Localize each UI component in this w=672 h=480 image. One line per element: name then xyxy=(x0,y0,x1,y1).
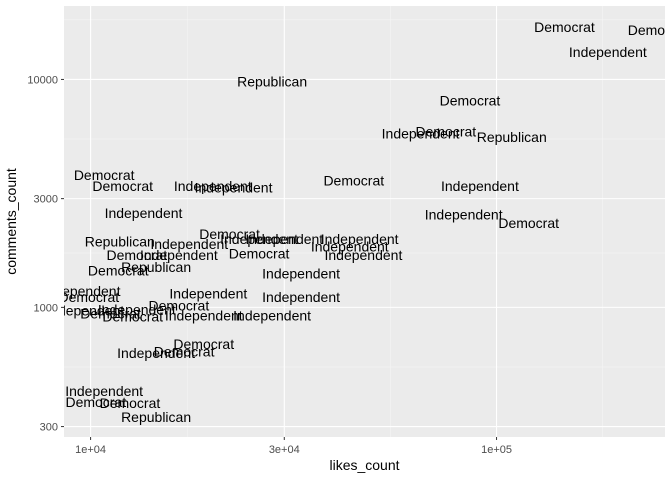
point-label: Democrat xyxy=(74,167,135,183)
point-label: Independent xyxy=(425,207,503,223)
point-label: Democrat xyxy=(173,336,234,352)
point-label: Democrat xyxy=(92,178,153,194)
point-label: Independent xyxy=(441,178,519,194)
point-label: Independent xyxy=(311,238,389,254)
point-label: Democrat xyxy=(154,344,215,360)
point-label: Republican xyxy=(85,233,155,249)
point-label: Democrat xyxy=(88,263,149,279)
point-label: Independent xyxy=(43,283,121,299)
point-label: Independent xyxy=(165,308,243,324)
y-tick-label: 1000 xyxy=(34,302,58,314)
point-label: Democrat xyxy=(498,215,559,231)
point-label: Independent xyxy=(321,231,399,247)
x-tick-label: 1e+05 xyxy=(481,444,512,456)
point-label: Democrat xyxy=(229,246,290,262)
point-label: Democrat xyxy=(58,289,119,305)
point-label: Independent xyxy=(98,301,176,317)
point-label: Independent xyxy=(245,231,323,247)
point-label: Democrat xyxy=(323,173,384,189)
x-axis-ticks: 1e+04 3e+04 1e+05 xyxy=(75,437,512,456)
point-labels: DemocratDemocratIndependentRepublicanDem… xyxy=(43,19,672,425)
point-label: Democrat xyxy=(415,124,476,140)
major-grid xyxy=(64,6,665,437)
x-tick-label: 3e+04 xyxy=(269,444,300,456)
point-label: Independent xyxy=(140,247,218,263)
point-label: Democrat xyxy=(65,394,126,410)
point-label: Independent xyxy=(324,247,402,263)
x-tick-label: 1e+04 xyxy=(75,444,106,456)
point-label: Republican xyxy=(121,259,191,275)
point-label: Democrat xyxy=(102,309,163,325)
point-label: Independent xyxy=(569,44,647,60)
point-label: Independent xyxy=(233,308,311,324)
point-label: Republican xyxy=(477,129,547,145)
y-tick-label: 3000 xyxy=(34,194,58,206)
minor-grid xyxy=(64,6,665,437)
point-label: Independent xyxy=(169,286,247,302)
point-label: Independent xyxy=(220,231,298,247)
point-label: Democrat xyxy=(107,247,168,263)
y-axis-ticks: 300 1000 3000 10000 xyxy=(27,74,64,434)
plot-panel xyxy=(64,6,665,437)
y-tick-label: 300 xyxy=(40,422,58,434)
point-label: Independent xyxy=(262,265,340,281)
point-label: Democrat xyxy=(534,19,595,35)
point-label: Democrat xyxy=(100,395,161,411)
point-label: Independent xyxy=(195,180,273,196)
point-label: Democrat xyxy=(199,226,260,242)
point-label: Independent xyxy=(382,125,460,141)
point-label: Independent xyxy=(117,345,195,361)
point-label: Independent xyxy=(262,289,340,305)
point-label: Independent xyxy=(150,236,228,252)
y-axis-title: comments_count xyxy=(3,168,19,275)
y-tick-label: 10000 xyxy=(27,74,58,86)
point-label: Republican xyxy=(237,73,307,89)
point-label: Independent xyxy=(65,383,143,399)
point-label: Democrat xyxy=(149,297,210,313)
point-label: Independent xyxy=(174,178,252,194)
point-label: Democrat xyxy=(80,306,141,322)
point-label: Republican xyxy=(121,409,191,425)
point-label: Democrat xyxy=(628,22,672,38)
x-axis-title: likes_count xyxy=(329,457,399,473)
point-label: Independent xyxy=(46,302,124,318)
point-label: Independent xyxy=(105,205,183,221)
point-label: Democrat xyxy=(440,92,501,108)
